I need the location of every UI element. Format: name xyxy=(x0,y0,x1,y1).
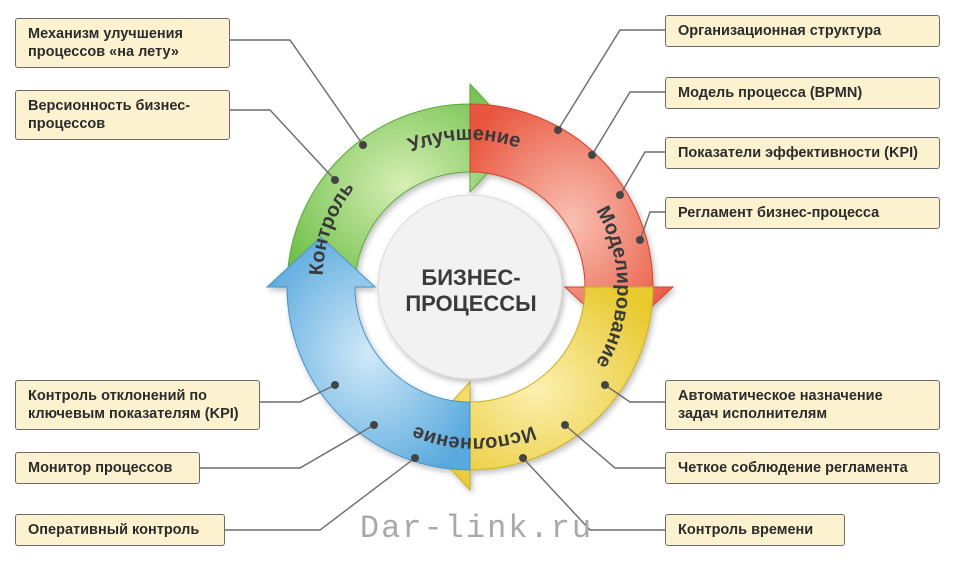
center-line1: БИЗНЕС- xyxy=(421,265,520,290)
box-exec-1: Автоматическое назначение задач исполнит… xyxy=(665,380,940,430)
box-model-1: Организационная структура xyxy=(665,15,940,47)
box-model-3: Показатели эффективности (KPI) xyxy=(665,137,940,169)
box-model-2: Модель процесса (BPMN) xyxy=(665,77,940,109)
center-line2: ПРОЦЕССЫ xyxy=(405,291,536,316)
box-improve-1: Механизм улучшения процессов «на лету» xyxy=(15,18,230,68)
box-improve-2: Версионность бизнес-процессов xyxy=(15,90,230,140)
center-label: БИЗНЕС-ПРОЦЕССЫ xyxy=(371,221,571,361)
box-model-4: Регламент бизнес-процесса xyxy=(665,197,940,229)
watermark: Dar-link.ru xyxy=(0,510,953,547)
box-control-2: Монитор процессов xyxy=(15,452,200,484)
box-control-1: Контроль отклонений по ключевым показате… xyxy=(15,380,260,430)
box-exec-2: Четкое соблюдение регламента xyxy=(665,452,940,484)
